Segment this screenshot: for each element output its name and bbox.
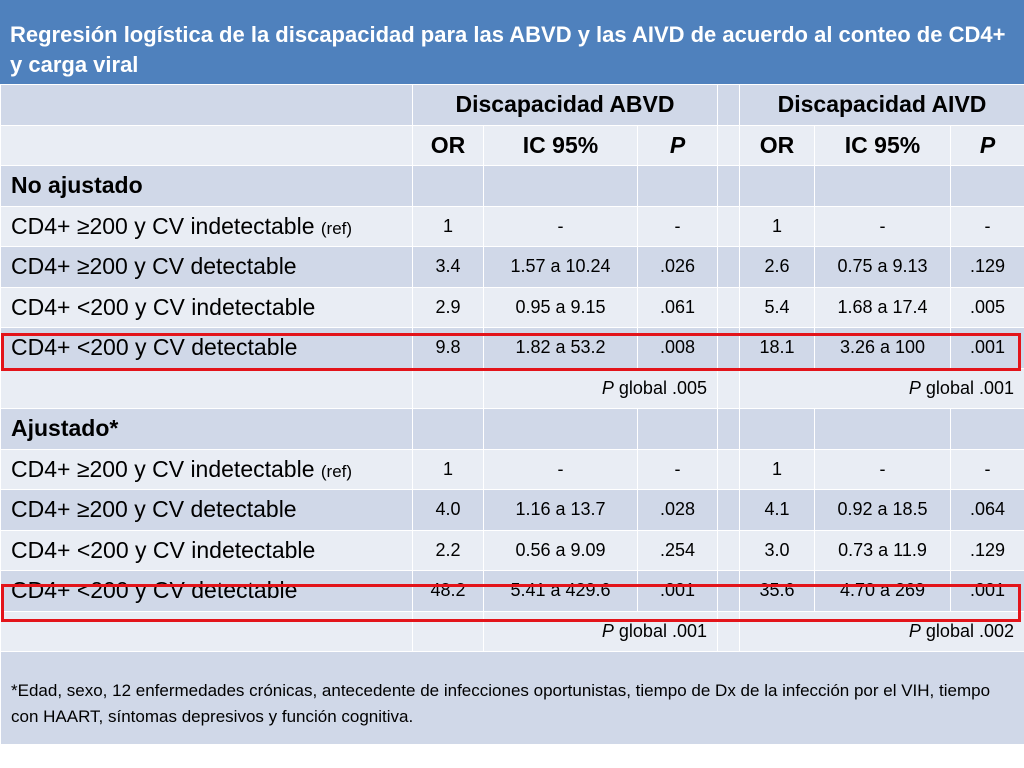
cell-or-abvd: 4.0: [412, 489, 484, 531]
header-ic-abvd: IC 95%: [483, 124, 638, 166]
header-p-abvd: P: [636, 124, 719, 166]
cell-p-aivd: -: [950, 448, 1024, 490]
cell-or-abvd: 1: [412, 205, 484, 247]
row-label-text: CD4+ ≥200 y CV indetectable: [11, 212, 315, 239]
cell-ic-aivd: -: [814, 448, 952, 490]
row-label: CD4+ <200 y CV detectable: [0, 570, 413, 612]
cell-p-aivd: .129: [950, 529, 1024, 571]
cell-p-abvd: .254: [636, 529, 719, 571]
table-row: CD4+ ≥200 y CV indetectable (ref) 1 - - …: [0, 448, 1024, 490]
group-header-row: Discapacidad ABVD Discapacidad AIVD: [0, 84, 1024, 126]
cell-ic-aivd: 4.70 a 269: [814, 570, 952, 612]
cell-p-abvd: .026: [636, 246, 719, 288]
cell-ic-abvd: 0.56 a 9.09: [483, 529, 638, 571]
section-label: No ajustado: [0, 165, 413, 207]
cell-or-aivd: 35.6: [739, 570, 816, 612]
cell-p-abvd: .061: [636, 286, 719, 328]
cell-or-abvd: 2.9: [412, 286, 484, 328]
cell-or-abvd: 48.2: [412, 570, 484, 612]
table-title: Regresión logística de la discapacidad p…: [0, 0, 1024, 84]
cell-or-abvd: 2.2: [412, 529, 484, 571]
section-row-adjusted: Ajustado*: [0, 408, 1024, 450]
table-row: CD4+ <200 y CV indetectable 2.2 0.56 a 9…: [0, 529, 1024, 571]
table-row: CD4+ ≥200 y CV detectable 4.0 1.16 a 13.…: [0, 489, 1024, 531]
global-p-aivd: P global .001: [739, 367, 1024, 409]
global-p-abvd: P global .005: [482, 367, 719, 409]
cell-p-abvd: .028: [636, 489, 719, 531]
header-or-abvd: OR: [412, 124, 484, 166]
cell-or-abvd: 1: [412, 448, 484, 490]
cell-ic-aivd: 3.26 a 100: [814, 327, 952, 369]
cell-or-abvd: 3.4: [412, 246, 484, 288]
table-row: CD4+ <200 y CV indetectable 2.9 0.95 a 9…: [0, 286, 1024, 328]
cell-ic-abvd: 1.82 a 53.2: [483, 327, 638, 369]
global-p-row: P global .005 P global .001: [0, 367, 1024, 409]
cell-or-aivd: 4.1: [739, 489, 816, 531]
header-or-aivd: OR: [739, 124, 816, 166]
global-p-abvd: P global .001: [482, 610, 719, 652]
cell-or-aivd: 3.0: [739, 529, 816, 571]
cell-ic-abvd: -: [483, 448, 638, 490]
cell-or-aivd: 2.6: [739, 246, 816, 288]
row-label: CD4+ <200 y CV indetectable: [0, 286, 413, 328]
table-row: CD4+ ≥200 y CV indetectable (ref) 1 - - …: [0, 205, 1024, 247]
group-header-abvd: Discapacidad ABVD: [411, 84, 719, 126]
row-label: CD4+ <200 y CV indetectable: [0, 529, 413, 571]
cell-ic-aivd: -: [814, 205, 952, 247]
cell-p-aivd: .005: [950, 286, 1024, 328]
global-p-row: P global .001 P global .002: [0, 610, 1024, 652]
regression-table: Discapacidad ABVD Discapacidad AIVD OR I…: [0, 84, 1024, 745]
cell-p-abvd: -: [636, 205, 719, 247]
table-row-highlighted: CD4+ <200 y CV detectable 9.8 1.82 a 53.…: [0, 327, 1024, 369]
cell-or-aivd: 1: [739, 205, 816, 247]
cell-ic-aivd: 1.68 a 17.4: [814, 286, 952, 328]
cell-ic-aivd: 0.73 a 11.9: [814, 529, 952, 571]
cell-or-abvd: 9.8: [412, 327, 484, 369]
cell-ic-aivd: 0.75 a 9.13: [814, 246, 952, 288]
global-p-aivd: P global .002: [739, 610, 1024, 652]
row-label: CD4+ <200 y CV detectable: [0, 327, 413, 369]
table-row: CD4+ ≥200 y CV detectable 3.4 1.57 a 10.…: [0, 246, 1024, 288]
row-label: CD4+ ≥200 y CV indetectable (ref): [0, 205, 413, 247]
cell-p-abvd: .008: [636, 327, 719, 369]
cell-p-abvd: -: [636, 448, 719, 490]
cell-p-aivd: .129: [950, 246, 1024, 288]
row-label-text: CD4+ ≥200 y CV indetectable: [11, 455, 315, 482]
subheader-row: OR IC 95% P OR IC 95% P: [0, 124, 1024, 166]
cell-p-aivd: .001: [950, 570, 1024, 612]
cell-p-aivd: .001: [950, 327, 1024, 369]
footnote-row: *Edad, sexo, 12 enfermedades crónicas, a…: [0, 651, 1024, 745]
cell-or-aivd: 18.1: [739, 327, 816, 369]
header-ic-aivd: IC 95%: [814, 124, 952, 166]
header-p-aivd: P: [950, 124, 1024, 166]
group-header-aivd: Discapacidad AIVD: [739, 84, 1024, 126]
cell-or-aivd: 5.4: [739, 286, 816, 328]
footnote: *Edad, sexo, 12 enfermedades crónicas, a…: [0, 651, 1024, 745]
section-label: Ajustado*: [0, 408, 413, 450]
cell-p-abvd: .001: [636, 570, 719, 612]
ref-marker: (ref): [320, 218, 353, 238]
cell-ic-abvd: 1.16 a 13.7: [483, 489, 638, 531]
cell-ic-abvd: -: [483, 205, 638, 247]
cell-ic-abvd: 0.95 a 9.15: [483, 286, 638, 328]
row-label: CD4+ ≥200 y CV detectable: [0, 246, 413, 288]
cell-or-aivd: 1: [739, 448, 816, 490]
cell-ic-abvd: 1.57 a 10.24: [483, 246, 638, 288]
cell-p-aivd: .064: [950, 489, 1024, 531]
row-label: CD4+ ≥200 y CV detectable: [0, 489, 413, 531]
table-row-highlighted: CD4+ <200 y CV detectable 48.2 5.41 a 42…: [0, 570, 1024, 612]
cell-ic-aivd: 0.92 a 18.5: [814, 489, 952, 531]
cell-p-aivd: -: [950, 205, 1024, 247]
row-label: CD4+ ≥200 y CV indetectable (ref): [0, 448, 413, 490]
ref-marker: (ref): [320, 461, 353, 481]
cell-ic-abvd: 5.41 a 429.6: [483, 570, 638, 612]
section-row-unadjusted: No ajustado: [0, 165, 1024, 207]
